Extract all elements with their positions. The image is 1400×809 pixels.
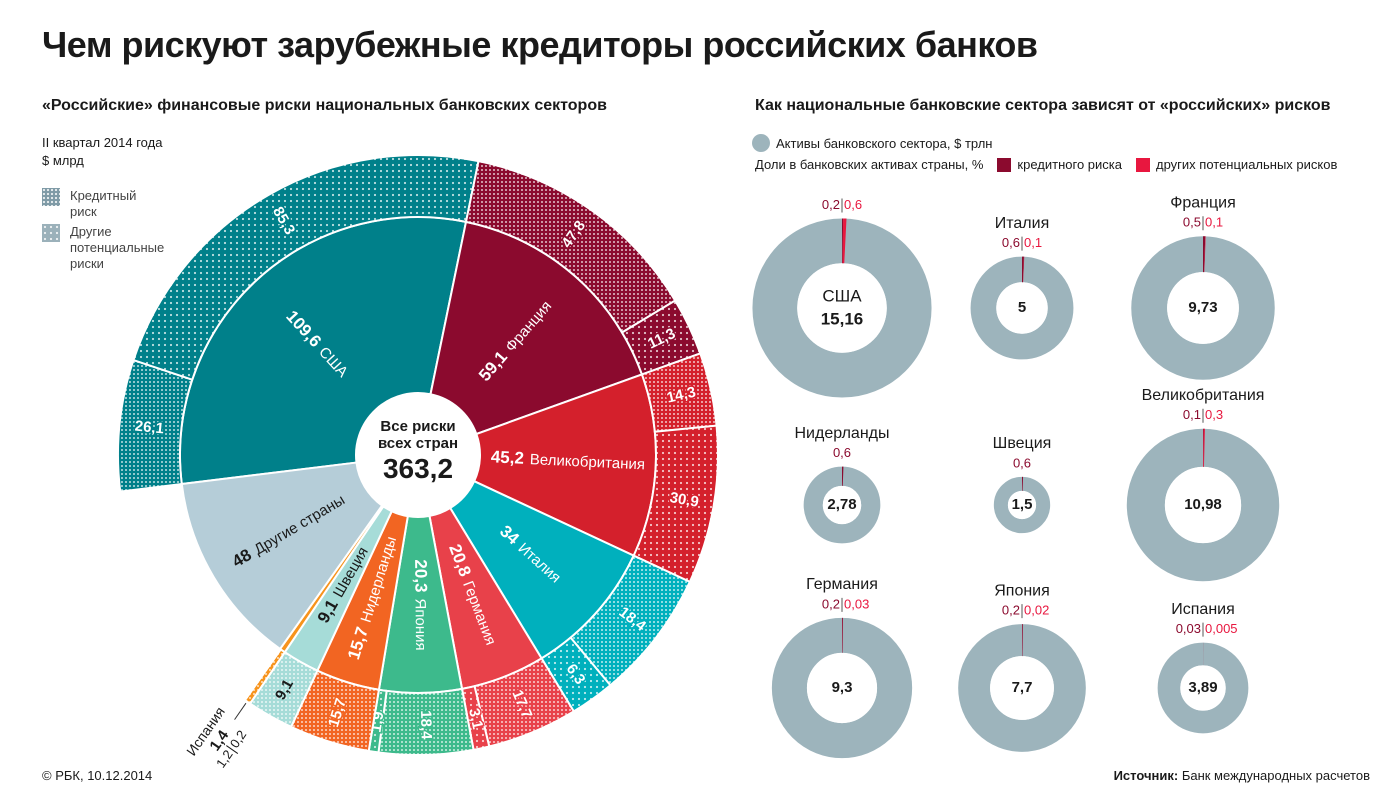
legend-label: кредитного риска: [1017, 157, 1122, 172]
legend-label: других потенциальных рисков: [1156, 157, 1338, 172]
country-name: Германия: [806, 576, 878, 593]
center-value: 363,2: [382, 453, 454, 484]
legend-swatch: [752, 134, 770, 152]
share-wedge: [1204, 236, 1206, 273]
source-text: Банк международных расчетов: [1181, 768, 1370, 783]
share-label: 0,1: [1024, 235, 1042, 250]
asset-value: 10,98: [1184, 496, 1222, 513]
left-chart-unit: $ млрд: [42, 153, 84, 168]
share-label: 0,6: [833, 445, 851, 460]
left-chart-title: «Российские» финансовые риски национальн…: [42, 97, 607, 114]
source: Источник: Банк международных расчетов: [1114, 768, 1370, 783]
donut-hole: [806, 652, 878, 724]
donut-hole: [822, 485, 862, 525]
asset-value: 3,89: [1188, 679, 1217, 696]
left-chart-subtitle: II квартал 2014 года: [42, 135, 163, 150]
country-name: Франция: [1170, 194, 1236, 211]
share-label: 0,03: [844, 596, 869, 611]
legend-heading: Доли в банковских активах страны, %: [755, 157, 984, 172]
copyright: © РБК, 10.12.2014: [42, 768, 153, 783]
legend-swatch: [997, 157, 1012, 172]
asset-value: 1,5: [1012, 496, 1033, 513]
share-label: 0,6: [1013, 455, 1031, 470]
donut-hole: [797, 263, 887, 353]
legend-swatch: [42, 224, 60, 242]
legend-label: Другие потенциальные риски: [70, 224, 165, 271]
donut-hole: [990, 656, 1054, 720]
legend-row: Доли в банковских активах страны, % кред…: [755, 157, 1337, 172]
share-label: 0,02: [1024, 603, 1049, 618]
asset-value: 15,16: [821, 309, 864, 328]
legend-item: Другие потенциальные риски: [42, 224, 182, 272]
outer-label: 26,1: [134, 418, 165, 438]
share-label: 0,6: [1002, 235, 1020, 250]
legend-swatch: [42, 188, 60, 206]
center-label: Все риски всех стран: [377, 418, 459, 452]
segment-name: Великобритания: [529, 451, 645, 473]
share-wedge: [842, 617, 844, 653]
share-wedge: [842, 218, 847, 264]
share-label: 0,6: [844, 197, 862, 212]
segment-name: Япония: [412, 598, 430, 650]
country-name: Швеция: [993, 435, 1052, 452]
outer-label: 0,2: [227, 727, 250, 750]
donut-hole: [1164, 466, 1242, 544]
outer-label: 18,4: [417, 710, 435, 740]
country-name: Италия: [995, 215, 1049, 232]
share-label: 0,2: [1002, 603, 1020, 618]
donut-hole: [996, 282, 1048, 334]
share-wedge: [842, 466, 844, 486]
country-name: Испания: [1171, 601, 1235, 618]
country-name: Нидерланды: [795, 425, 890, 442]
segment-value: 20,3: [411, 559, 430, 592]
share-label: 0,1: [1183, 407, 1201, 422]
share-wedge: [842, 218, 844, 264]
share-wedge: [1022, 476, 1024, 491]
share-wedge: [1022, 256, 1024, 283]
inner-segment: [180, 461, 384, 651]
legend-item: Активы банковского сектора, $ трлн: [752, 134, 992, 152]
share-wedge: [842, 617, 843, 653]
asset-value: 2,78: [827, 496, 856, 513]
segment-label: 45,2 Великобритания: [490, 448, 645, 474]
segment-label: 20,3 Япония: [411, 559, 431, 650]
asset-value: 9,73: [1188, 299, 1217, 316]
share-label: 0,03: [1176, 621, 1201, 636]
share-label: 0,2: [822, 197, 840, 212]
share-label: 0,2: [822, 596, 840, 611]
country-name: США: [822, 286, 862, 305]
share-label: 0,1: [1205, 215, 1223, 230]
segment-value: 45,2: [490, 448, 524, 468]
asset-value: 9,3: [832, 679, 853, 696]
country-name: Великобритания: [1142, 387, 1265, 404]
share-wedge: [1203, 236, 1206, 273]
share-wedge: [1022, 256, 1025, 283]
donut-hole: [1007, 490, 1037, 520]
asset-value: 7,7: [1012, 679, 1033, 696]
legend-label: Активы банковского сектора, $ трлн: [776, 135, 993, 151]
leader-line: [234, 702, 247, 720]
source-label: Источник:: [1113, 768, 1179, 783]
country-name: Япония: [994, 582, 1050, 599]
legend-swatch: [1136, 157, 1150, 172]
share-wedge: [1203, 428, 1205, 467]
share-label: 0,3: [1205, 407, 1223, 422]
legend-label: Кредитный риск: [70, 188, 137, 219]
share-label: 0,5: [1183, 215, 1201, 230]
page-title: Чем рискуют зарубежные кредиторы российс…: [42, 24, 1038, 65]
donut-hole: [1167, 272, 1239, 344]
separator: [226, 745, 239, 754]
right-chart-title: Как национальные банковские сектора зави…: [755, 97, 1331, 114]
share-label: 0,005: [1205, 621, 1238, 636]
legend-item: Кредитный риск: [42, 188, 182, 220]
center-hole: [358, 395, 478, 515]
asset-value: 5: [1018, 299, 1026, 316]
share-wedge: [1022, 624, 1023, 657]
center-total: Все риски всех стран 363,2: [363, 418, 473, 486]
donut-hole: [1180, 665, 1226, 711]
